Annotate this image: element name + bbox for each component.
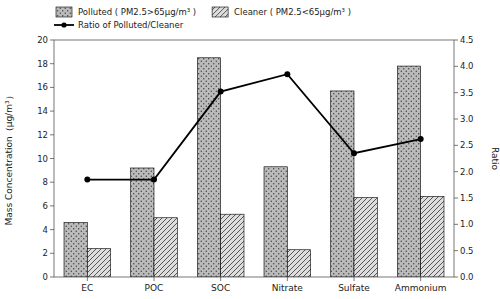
bar xyxy=(354,198,377,277)
tick xyxy=(287,277,288,281)
tick-label: Nitrate xyxy=(272,283,304,293)
tick xyxy=(420,277,421,281)
tick-label: 0.5 xyxy=(460,246,474,256)
tick xyxy=(50,40,54,41)
legend-marker xyxy=(61,22,66,27)
tick xyxy=(354,277,355,281)
legend-item: Ratio of Polluted/Cleaner xyxy=(54,20,184,30)
tick-label: 12 xyxy=(37,130,48,140)
legend: Polluted ( PM2.5>65μg/m³ ) Cleaner ( PM2.… xyxy=(54,7,351,30)
tick-label: 0.0 xyxy=(460,272,474,282)
tick-label: 1.0 xyxy=(460,219,474,229)
tick-label: 3.5 xyxy=(460,88,474,98)
marker xyxy=(418,136,424,142)
tick-label: 1.5 xyxy=(460,193,474,203)
tick xyxy=(50,134,54,135)
plot-frame xyxy=(54,40,454,277)
tick xyxy=(454,250,458,251)
x-axis: EC POC SOC Nitrate Sulfate Ammonium xyxy=(81,277,446,293)
tick-label: 2.5 xyxy=(460,140,474,150)
marker xyxy=(284,71,290,77)
bar xyxy=(421,196,444,277)
tick xyxy=(454,92,458,93)
chart: 0 2 4 6 8 10 12 14 16 18 20 0.0 0.5 1.0 1.5 2.0 2.5 3.0 3.… xyxy=(0,0,500,299)
tick xyxy=(50,205,54,206)
tick-label: 0 xyxy=(43,272,48,282)
bar xyxy=(131,168,154,277)
tick xyxy=(50,63,54,64)
marker xyxy=(151,177,157,183)
bar xyxy=(264,167,287,277)
tick-label: 3.0 xyxy=(460,114,474,124)
tick xyxy=(50,182,54,183)
tick xyxy=(50,277,54,278)
tick xyxy=(454,119,458,120)
tick-label: 18 xyxy=(37,59,48,69)
legend-swatch xyxy=(56,7,72,17)
marker xyxy=(218,89,224,95)
bar xyxy=(154,218,177,277)
tick-label: 20 xyxy=(37,35,48,45)
tick xyxy=(220,277,221,281)
bar xyxy=(64,222,87,277)
legend-label: Ratio of Polluted/Cleaner xyxy=(78,20,184,30)
tick xyxy=(454,66,458,67)
tick xyxy=(50,87,54,88)
bar xyxy=(397,66,420,277)
tick-label: 4.5 xyxy=(460,35,474,45)
bar xyxy=(287,250,310,277)
tick-label: 10 xyxy=(37,154,48,164)
bar xyxy=(197,58,220,277)
legend-swatch xyxy=(212,7,228,17)
tick xyxy=(454,198,458,199)
plot-area xyxy=(64,58,444,277)
bar xyxy=(87,249,110,277)
tick xyxy=(454,145,458,146)
tick-label: 2 xyxy=(43,248,48,258)
tick xyxy=(50,158,54,159)
tick xyxy=(154,277,155,281)
legend-label: Cleaner ( PM2.5<65μg/m³ ) xyxy=(234,7,351,17)
tick xyxy=(454,171,458,172)
tick xyxy=(50,229,54,230)
tick-label: 16 xyxy=(37,82,48,92)
bar xyxy=(221,214,244,277)
legend-label: Polluted ( PM2.5>65μg/m³ ) xyxy=(78,7,196,17)
ratio-line xyxy=(87,74,420,179)
axis-title: Ratio xyxy=(490,147,500,171)
tick xyxy=(454,277,458,278)
legend-item: Polluted ( PM2.5>65μg/m³ ) xyxy=(56,7,196,17)
bar xyxy=(331,91,354,277)
tick-label: 6 xyxy=(43,201,48,211)
tick-label: 2.0 xyxy=(460,167,474,177)
tick xyxy=(454,224,458,225)
tick-label: 8 xyxy=(43,177,48,187)
y-axis: 0 2 4 6 8 10 12 14 16 18 20 xyxy=(37,35,54,282)
legend-item: Cleaner ( PM2.5<65μg/m³ ) xyxy=(212,7,351,17)
marker xyxy=(84,177,90,183)
tick-label: 4 xyxy=(43,225,48,235)
marker xyxy=(351,150,357,156)
tick-label: Ammonium xyxy=(395,283,447,293)
tick xyxy=(50,253,54,254)
tick-label: 14 xyxy=(37,106,48,116)
tick xyxy=(87,277,88,281)
tick-label: 4.0 xyxy=(460,61,474,71)
tick-label: Sulfate xyxy=(338,283,370,293)
tick-label: POC xyxy=(145,283,164,293)
tick-label: EC xyxy=(81,283,93,293)
y2-axis: 0.0 0.5 1.0 1.5 2.0 2.5 3.0 3.5 4.0 4.5 xyxy=(454,35,474,282)
tick-label: SOC xyxy=(211,283,230,293)
axis-title: Mass Concentration（μg/m³） xyxy=(4,91,14,225)
tick xyxy=(454,40,458,41)
tick xyxy=(50,111,54,112)
